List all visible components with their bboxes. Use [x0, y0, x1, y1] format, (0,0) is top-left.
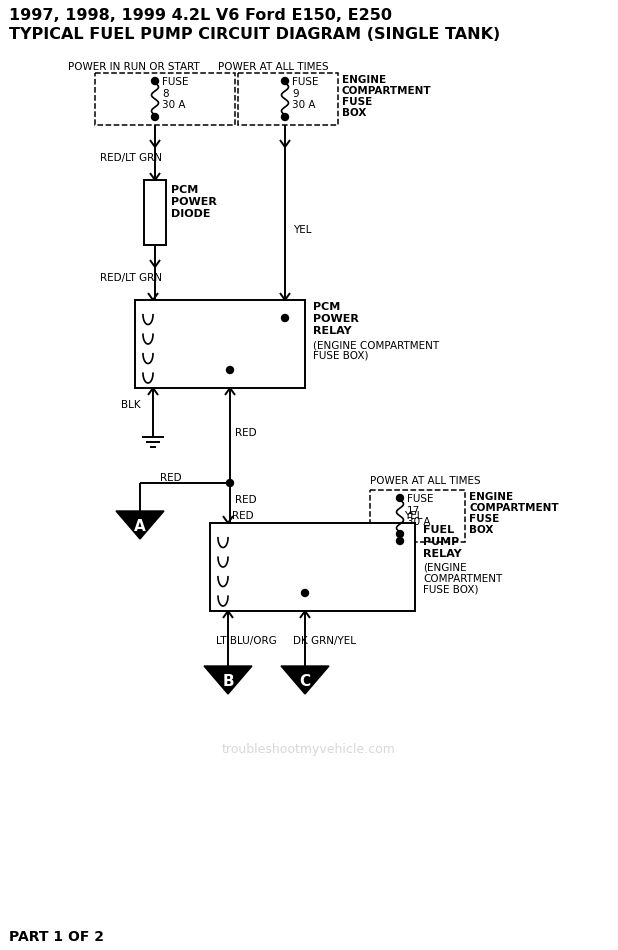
Text: COMPARTMENT: COMPARTMENT: [342, 86, 431, 96]
Text: FUSE: FUSE: [342, 97, 372, 107]
Text: DASH: DASH: [239, 75, 272, 85]
Text: 30 A: 30 A: [292, 100, 316, 110]
Text: BOX: BOX: [342, 108, 366, 118]
Text: 30 A: 30 A: [162, 100, 185, 110]
Text: FUSE BOX): FUSE BOX): [423, 585, 478, 595]
Text: FUSE: FUSE: [162, 77, 188, 87]
Circle shape: [282, 314, 289, 321]
Text: COMPARTMENT: COMPARTMENT: [469, 503, 559, 513]
Text: POWER IN RUN OR START: POWER IN RUN OR START: [68, 62, 200, 72]
Text: LT BLU/ORG: LT BLU/ORG: [216, 636, 277, 646]
Circle shape: [397, 495, 404, 502]
Text: (ENGINE: (ENGINE: [423, 563, 467, 573]
Text: RELAY: RELAY: [313, 326, 352, 336]
Bar: [135, 300, 305, 388]
Text: FUSE: FUSE: [239, 86, 269, 96]
Text: PART 1 OF 2: PART 1 OF 2: [9, 930, 104, 944]
Text: YEL: YEL: [293, 225, 311, 235]
Text: TYPICAL FUEL PUMP CIRCUIT DIAGRAM (SINGLE TANK): TYPICAL FUEL PUMP CIRCUIT DIAGRAM (SINGL…: [9, 27, 500, 42]
Bar: [370, 490, 465, 542]
Text: FUSE: FUSE: [292, 77, 318, 87]
Bar: [210, 523, 415, 611]
Text: COMPARTMENT: COMPARTMENT: [423, 574, 502, 584]
Text: DIODE: DIODE: [171, 209, 211, 219]
Text: POWER: POWER: [313, 314, 359, 324]
Text: RED/LT GRN: RED/LT GRN: [100, 273, 162, 283]
Circle shape: [282, 113, 289, 121]
Bar: [144, 180, 166, 245]
Text: troubleshootmyvehicle.com: troubleshootmyvehicle.com: [222, 744, 396, 756]
Text: ENGINE: ENGINE: [469, 492, 513, 502]
Text: RED/LT GRN: RED/LT GRN: [100, 153, 162, 163]
Text: DK GRN/YEL: DK GRN/YEL: [293, 636, 356, 646]
Polygon shape: [204, 666, 252, 694]
Circle shape: [227, 367, 234, 373]
Text: YEL: YEL: [404, 511, 423, 521]
Text: 30 A: 30 A: [407, 517, 431, 527]
Text: 17: 17: [407, 506, 420, 516]
Text: BOX: BOX: [469, 525, 493, 535]
Text: BLK: BLK: [121, 400, 141, 410]
Text: C: C: [300, 674, 311, 689]
Text: A: A: [134, 519, 146, 534]
Circle shape: [151, 113, 158, 121]
Circle shape: [397, 530, 404, 538]
Text: FUSE: FUSE: [469, 514, 499, 524]
Text: POWER AT ALL TIMES: POWER AT ALL TIMES: [218, 62, 329, 72]
Text: RED: RED: [235, 428, 256, 438]
Circle shape: [302, 590, 308, 597]
Text: PCM: PCM: [171, 185, 198, 195]
Text: ENGINE: ENGINE: [342, 75, 386, 85]
Text: BOX: BOX: [239, 97, 263, 107]
Text: 1997, 1998, 1999 4.2L V6 Ford E150, E250: 1997, 1998, 1999 4.2L V6 Ford E150, E250: [9, 8, 392, 23]
Text: POWER AT ALL TIMES: POWER AT ALL TIMES: [370, 476, 481, 486]
Bar: [238, 73, 338, 125]
Text: PUMP: PUMP: [423, 537, 459, 547]
Circle shape: [151, 78, 158, 85]
Text: RED: RED: [232, 511, 253, 521]
Polygon shape: [281, 666, 329, 694]
Circle shape: [282, 78, 289, 85]
Text: 8: 8: [162, 89, 169, 99]
Text: FUEL: FUEL: [423, 525, 454, 535]
Circle shape: [227, 480, 234, 486]
Text: RELAY: RELAY: [423, 549, 462, 559]
Text: POWER: POWER: [171, 197, 217, 207]
Text: PCM: PCM: [313, 302, 341, 312]
Text: RED: RED: [235, 495, 256, 505]
Bar: [95, 73, 235, 125]
Text: B: B: [222, 674, 234, 689]
Text: (ENGINE COMPARTMENT: (ENGINE COMPARTMENT: [313, 340, 439, 350]
Polygon shape: [116, 511, 164, 539]
Circle shape: [397, 538, 404, 544]
Text: FUSE BOX): FUSE BOX): [313, 351, 368, 361]
Text: 9: 9: [292, 89, 298, 99]
Text: RED: RED: [160, 473, 182, 483]
Text: FUSE: FUSE: [407, 494, 433, 504]
